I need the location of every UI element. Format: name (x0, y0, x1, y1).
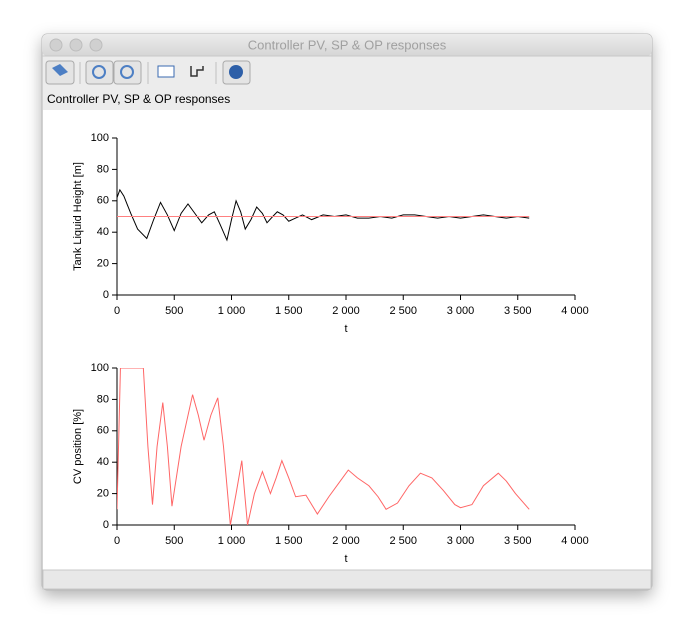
x-tick-label: 3 000 (447, 535, 475, 547)
unzoom-tool[interactable] (113, 60, 142, 85)
x-tick-label: 2 500 (389, 535, 417, 547)
x-tick-label: 2 000 (332, 305, 360, 317)
icon (52, 64, 68, 76)
y-tick-label: 20 (97, 258, 109, 270)
x-axis-title: t (344, 553, 347, 565)
x-tick-label: 1 000 (218, 305, 246, 317)
title-bar (42, 34, 652, 56)
x-tick-label: 1 500 (275, 305, 303, 317)
zoom-button[interactable] (89, 38, 103, 52)
y-tick-label: 0 (103, 519, 109, 531)
y-tick-label: 20 (97, 488, 109, 500)
y-tick-label: 40 (97, 456, 109, 468)
editor-tool[interactable] (190, 66, 204, 77)
window-title: Controller PV, SP & OP responses (248, 37, 447, 52)
minimize-button[interactable] (69, 38, 83, 52)
zoom-tool[interactable] (85, 60, 114, 85)
x-tick-label: 3 500 (504, 305, 532, 317)
close-button[interactable] (49, 38, 63, 52)
series-line (117, 188, 530, 242)
y-tick-label: 100 (91, 132, 109, 144)
x-tick-label: 4 000 (561, 535, 589, 547)
y-tick-label: 80 (97, 163, 109, 175)
y-tick-label: 0 (103, 289, 109, 301)
y-tick-label: 60 (97, 425, 109, 437)
x-tick-label: 3 000 (447, 305, 475, 317)
x-tick-label: 4 000 (561, 305, 589, 317)
x-tick-label: 2 500 (389, 305, 417, 317)
status-bar (42, 569, 652, 590)
datatip-tool[interactable] (157, 65, 175, 78)
icon (92, 65, 106, 79)
x-tick-label: 2 000 (332, 535, 360, 547)
y-tick-label: 80 (97, 393, 109, 405)
toolbar (45, 60, 251, 85)
series-line (117, 368, 530, 525)
icon (229, 65, 243, 79)
y-tick-label: 100 (91, 362, 109, 374)
icon (120, 65, 134, 79)
window: Controller PV, SP & OP responses Control… (41, 33, 653, 591)
plot-canvas (43, 110, 651, 570)
x-tick-label: 0 (114, 305, 120, 317)
y-axis-title: Tank Liquid Height [m] (72, 162, 84, 271)
x-tick-label: 3 500 (504, 535, 532, 547)
y-axis-title: CV position [%] (72, 409, 84, 484)
x-tick-label: 500 (165, 305, 183, 317)
x-tick-label: 1 000 (218, 535, 246, 547)
x-tick-label: 1 500 (275, 535, 303, 547)
x-tick-label: 0 (114, 535, 120, 547)
y-tick-label: 40 (97, 226, 109, 238)
x-tick-label: 500 (165, 535, 183, 547)
y-tick-label: 60 (97, 195, 109, 207)
x-axis-title: t (344, 323, 347, 335)
figure-label: Controller PV, SP & OP responses (47, 92, 230, 106)
